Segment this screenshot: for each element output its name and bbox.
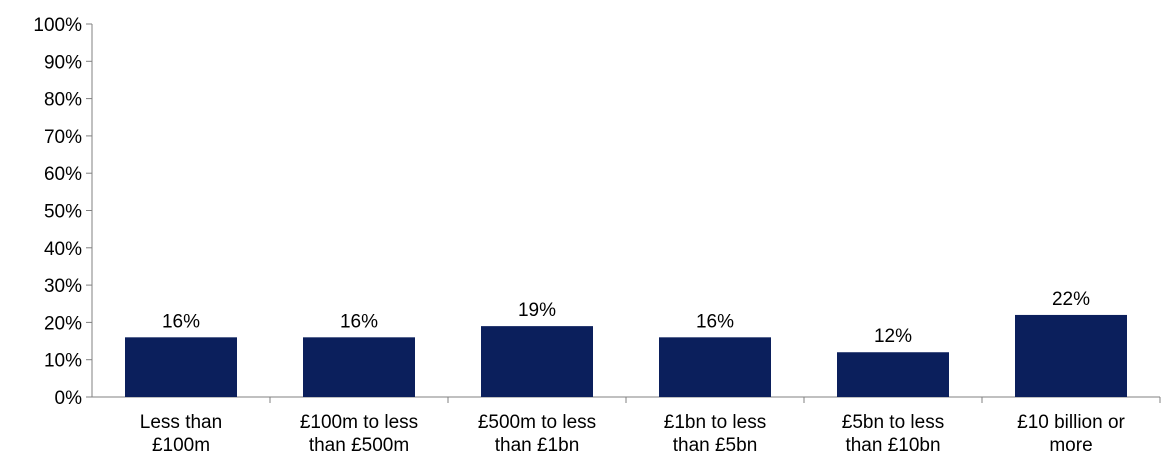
data-label: 22% [1052, 289, 1090, 310]
y-tick-label: 90% [44, 52, 82, 73]
bar [125, 337, 237, 397]
bar [659, 337, 771, 397]
y-tick-label: 20% [44, 313, 82, 334]
x-category-label: than £10bn [845, 435, 940, 456]
bar [481, 326, 593, 397]
x-category-label: £10 billion or [1017, 412, 1125, 433]
y-tick-label: 70% [44, 127, 82, 148]
y-tick-label: 30% [44, 276, 82, 297]
bar [303, 337, 415, 397]
y-tick-label: 80% [44, 90, 82, 111]
x-category-label: than £500m [309, 435, 409, 456]
data-label: 16% [340, 311, 378, 332]
data-label: 16% [696, 311, 734, 332]
x-category-label: than £5bn [673, 435, 758, 456]
y-tick-label: 0% [55, 388, 83, 409]
y-tick-label: 60% [44, 164, 82, 185]
x-category-label: £1bn to less [664, 412, 766, 433]
x-category-label: £100m [152, 435, 210, 456]
x-category-label: than £1bn [495, 435, 580, 456]
data-label: 12% [874, 326, 912, 347]
x-category-label: £100m to less [300, 412, 418, 433]
bar [1015, 314, 1127, 397]
y-tick-label: 50% [44, 202, 82, 223]
data-label: 19% [518, 300, 556, 321]
data-label: 16% [162, 311, 200, 332]
y-tick-label: 40% [44, 239, 82, 260]
x-category-label: £5bn to less [842, 412, 944, 433]
y-tick-label: 10% [44, 351, 82, 372]
x-category-label: Less than [140, 412, 222, 433]
x-category-label: £500m to less [478, 412, 596, 433]
y-tick-label: 100% [33, 15, 82, 36]
bar [837, 352, 949, 397]
x-category-label: more [1049, 435, 1092, 456]
